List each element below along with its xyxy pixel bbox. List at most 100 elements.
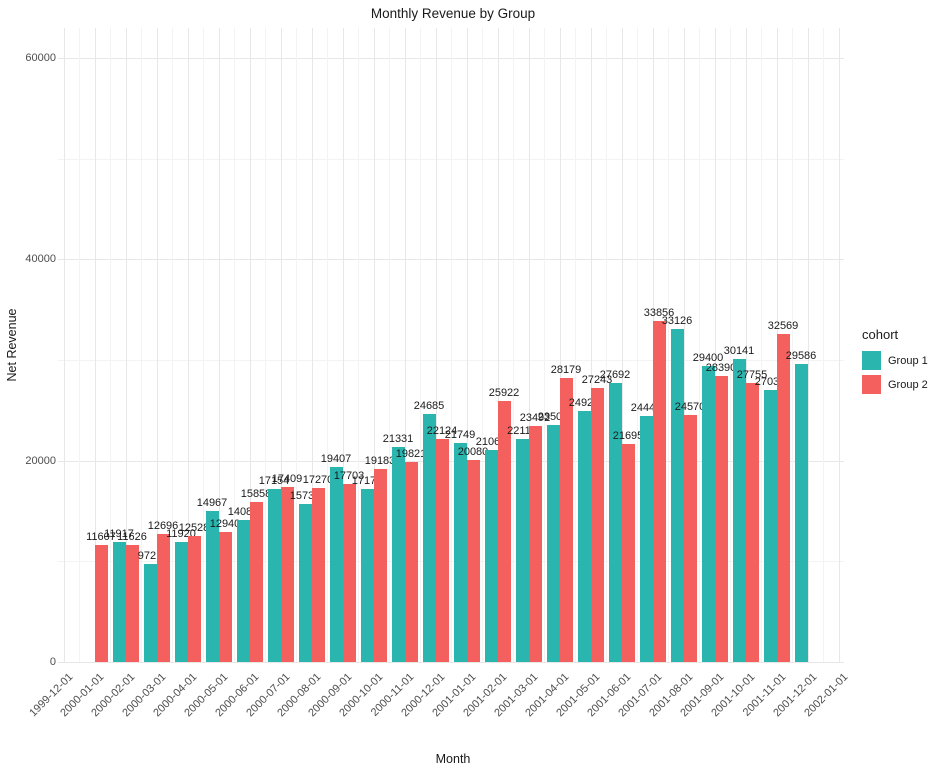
- y-tick-label: 60000: [25, 52, 56, 64]
- bar-value-label: 23492: [519, 411, 551, 424]
- gridline-minor-v: [792, 28, 793, 662]
- bar-value-label: 15858: [240, 488, 272, 501]
- bar-value-label: 29586: [785, 350, 817, 363]
- legend-item-group2: Group 2: [862, 375, 928, 394]
- gridline-minor-v: [451, 28, 452, 662]
- bar-value-label: 17154: [258, 475, 290, 488]
- bar-group1-2000-05-01: [205, 511, 219, 662]
- bar-group2-2000-01-01: [94, 545, 108, 662]
- bar-group2-2000-04-01: [187, 535, 201, 662]
- bar-group1-2000-02-01: [112, 542, 126, 662]
- bar-group2-2000-06-01: [249, 502, 263, 662]
- bar-value-label: 14080: [227, 506, 259, 519]
- group1-swatch: [862, 351, 881, 370]
- bar-value-label: 19183: [364, 454, 396, 467]
- gridline-minor-v: [296, 28, 297, 662]
- bar-group2-2000-10-01: [373, 468, 387, 662]
- gridline-minor-v: [327, 28, 328, 662]
- bar-value-label: 12940: [209, 517, 241, 530]
- legend-item-group1: Group 1: [862, 351, 928, 370]
- bar-value-label: 23500: [537, 411, 569, 424]
- gridline-major-v: [683, 28, 685, 662]
- gridline-major-v: [280, 28, 282, 662]
- gridline-minor-v: [172, 28, 173, 662]
- gridline-major-v: [838, 28, 840, 662]
- gridline-major-v: [94, 28, 96, 662]
- bar-value-label: 24570: [674, 400, 706, 413]
- chart-title: Monthly Revenue by Group: [370, 6, 536, 21]
- gridline-minor-v: [668, 28, 669, 662]
- bar-group1-2001-08-01: [670, 328, 684, 662]
- gridline-minor-v: [358, 28, 359, 662]
- bar-group2-2000-09-01: [342, 483, 356, 662]
- bar-value-label: 20080: [457, 445, 489, 458]
- bar-group2-2000-12-01: [435, 439, 449, 662]
- bar-value-label: 17175: [351, 475, 383, 488]
- gridline-major-v: [249, 28, 251, 662]
- bar-group2-2001-07-01: [652, 321, 666, 662]
- gridline-minor-v: [730, 28, 731, 662]
- bar-value-label: 27692: [599, 369, 631, 382]
- bar-value-label: 21331: [382, 433, 414, 446]
- bar-value-label: 24685: [413, 399, 445, 412]
- bar-group1-2000-10-01: [360, 489, 374, 662]
- bar-group2-2001-02-01: [497, 401, 511, 662]
- bar-value-label: 29400: [692, 352, 724, 365]
- bar-value-label: 11607: [86, 531, 116, 544]
- legend-title: cohort: [862, 327, 899, 342]
- gridline-minor-v: [234, 28, 235, 662]
- bar-group1-2000-08-01: [298, 503, 312, 662]
- gridline-major-v: [187, 28, 189, 662]
- bar-value-label: 15738: [289, 489, 321, 502]
- bar-value-label: 30141: [723, 344, 755, 357]
- bar-group1-2001-02-01: [484, 449, 498, 662]
- gridline-major-v: [125, 28, 127, 662]
- gridline-minor-v: [761, 28, 762, 662]
- bar-value-label: 27755: [736, 368, 768, 381]
- bar-group2-2001-09-01: [714, 376, 728, 662]
- bar-group1-2000-04-01: [174, 542, 188, 662]
- bar-group2-2000-08-01: [311, 488, 325, 662]
- gridline-major-v: [621, 28, 623, 662]
- bar-group2-2001-05-01: [590, 387, 604, 662]
- bar-value-label: 21064: [475, 435, 507, 448]
- gridline-major-v: [590, 28, 592, 662]
- gridline-minor-v: [265, 28, 266, 662]
- legend-label-group1: Group 1: [888, 354, 928, 367]
- y-tick-label: 0: [49, 656, 56, 668]
- bar-value-label: 33126: [661, 314, 693, 327]
- bar-value-label: 17703: [333, 469, 365, 482]
- bar-value-label: 27036: [754, 375, 786, 388]
- bar-group2-2000-11-01: [404, 462, 418, 662]
- gridline-major-v: [218, 28, 220, 662]
- gridline-minor-v: [823, 28, 824, 662]
- bar-group1-2001-04-01: [546, 425, 560, 662]
- bar-group1-2001-10-01: [732, 358, 746, 662]
- gridline-major-v: [714, 28, 716, 662]
- bar-group1-2001-12-01: [794, 364, 808, 662]
- gridline-minor-v: [203, 28, 204, 662]
- bar-value-label: 32569: [767, 320, 799, 333]
- bar-group1-2001-03-01: [515, 439, 529, 662]
- bar-value-label: 27243: [581, 373, 613, 386]
- bar-value-label: 21749: [444, 429, 476, 442]
- bar-group1-2001-01-01: [453, 443, 467, 662]
- gridline-major-v: [807, 28, 809, 662]
- gridline-minor-v: [699, 28, 700, 662]
- bar-value-label: 21695: [612, 429, 644, 442]
- gridline-major-v: [156, 28, 158, 662]
- legend-label-group2: Group 2: [888, 378, 928, 391]
- gridline-minor-v: [482, 28, 483, 662]
- y-tick-label: 40000: [25, 253, 56, 266]
- gridline-minor-v: [606, 28, 607, 662]
- bar-group2-2000-07-01: [280, 486, 294, 662]
- bar-value-label: 11917: [104, 528, 134, 541]
- bar-value-label: 28390: [705, 362, 737, 375]
- bar-group1-2000-06-01: [236, 520, 250, 662]
- bar-group1-2001-09-01: [701, 366, 715, 662]
- gridline-major-v: [466, 28, 468, 662]
- gridline-major-v: [497, 28, 499, 662]
- bar-value-label: 28179: [550, 364, 582, 377]
- bar-value-label: 22119: [507, 425, 537, 438]
